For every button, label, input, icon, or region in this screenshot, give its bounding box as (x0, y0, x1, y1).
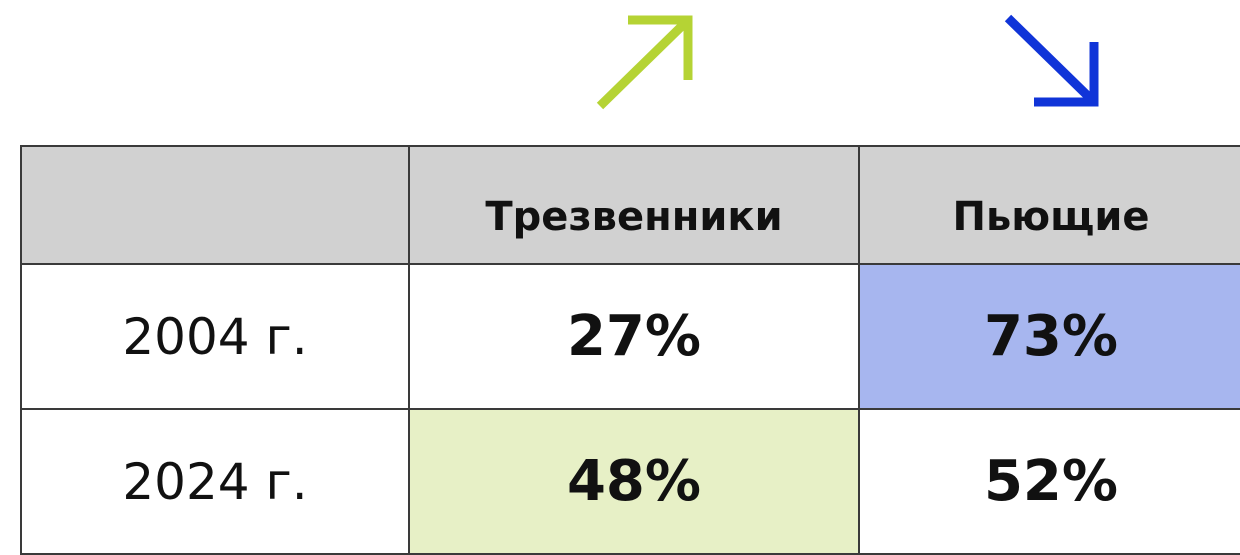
header-corner (20, 145, 410, 265)
column-header-text: Пьющие (952, 194, 1150, 240)
row-label-text: 2024 г. (122, 452, 308, 511)
column-header-text: Трезвенники (485, 194, 783, 240)
arrows (596, 14, 1099, 110)
value-cell-text: 27% (566, 304, 702, 369)
row-label-text: 2004 г. (122, 307, 308, 366)
value-cell: 27% (408, 263, 860, 410)
value-cell-text: 48% (566, 449, 702, 514)
value-cell: 52% (858, 408, 1240, 555)
arrow-down (1004, 14, 1099, 107)
value-cell-text: 52% (983, 449, 1119, 514)
value-cell: 48% (408, 408, 860, 555)
value-cell-text: 73% (983, 304, 1119, 369)
column-header: Пьющие (858, 145, 1240, 265)
value-cell: 73% (858, 263, 1240, 410)
row-label: 2024 г. (20, 408, 410, 555)
arrow-up (596, 15, 693, 110)
row-label: 2004 г. (20, 263, 410, 410)
column-header: Трезвенники (408, 145, 860, 265)
